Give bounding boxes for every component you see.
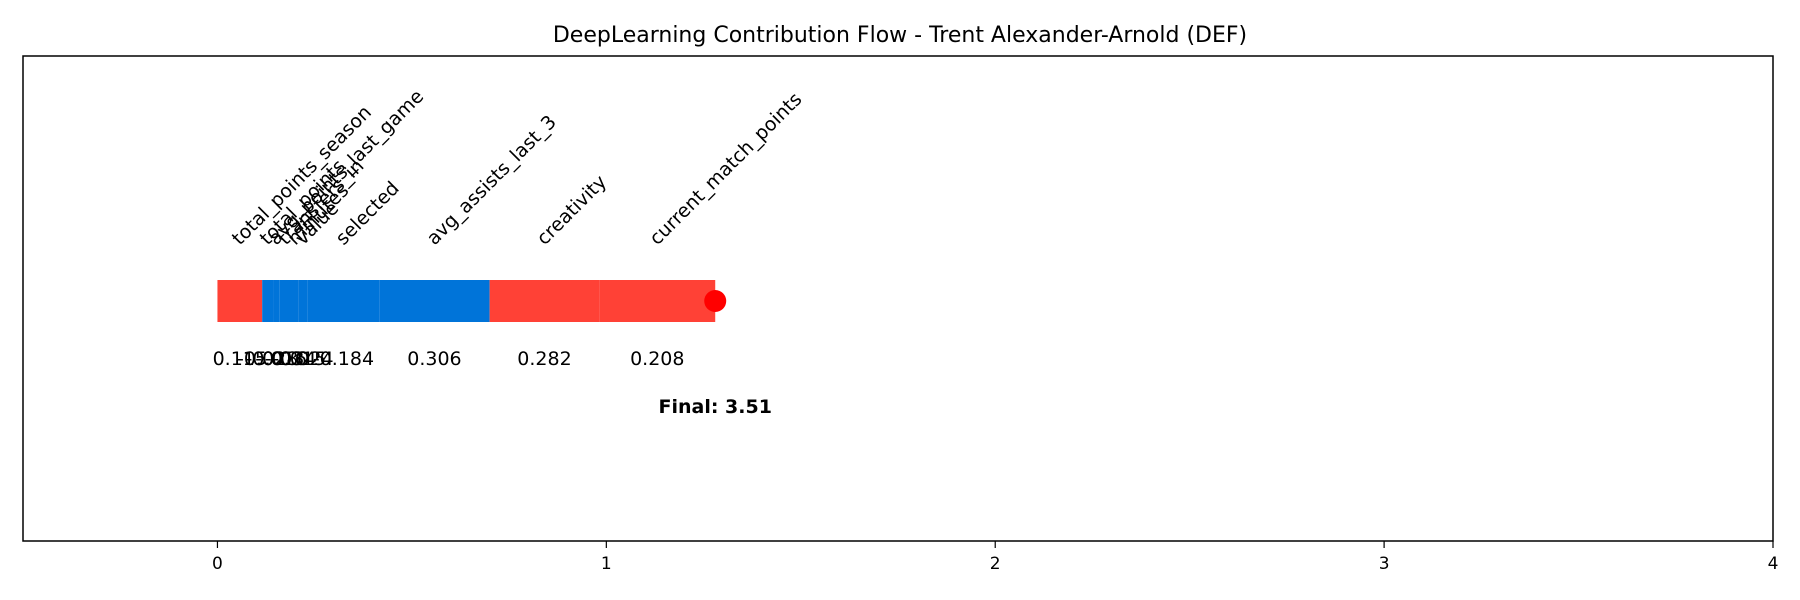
contribution-bar [273,280,280,322]
x-tick-label: 3 [1379,554,1390,574]
contribution-bar [262,280,274,322]
x-axis-ticks: 0 1 2 3 4 [212,541,1778,574]
value-label: 0.306 [407,348,461,370]
contribution-bar [307,280,380,322]
value-label: -0.028 [237,348,298,370]
contribution-bar [489,280,600,322]
contribution-bar [298,280,308,322]
chart-title: DeepLearning Contribution Flow - Trent A… [553,23,1247,48]
x-tick-label: 4 [1768,554,1779,574]
x-tick-label: 1 [601,554,612,574]
contribution-bar [217,280,263,322]
x-tick-label: 0 [212,554,223,574]
value-label: -0.016 [246,348,307,370]
final-label: Final: 3.51 [658,396,771,418]
value-label: -0.024 [272,348,333,370]
value-label: -0.184 [313,348,374,370]
final-marker [704,290,727,312]
feature-label: creativity [532,171,611,250]
value-label: 0.282 [517,348,571,370]
value-label: -0.034 [255,348,316,370]
value-label: 0.208 [630,348,684,370]
contribution-bar [379,280,490,322]
feature-label: current_match_points [645,88,806,249]
x-tick-label: 2 [990,554,1001,574]
value-label: -0.015 [265,348,326,370]
value-labels: 0.115-0.028-0.016-0.034-0.015-0.024-0.18… [213,348,685,370]
value-label: 0.115 [213,348,267,370]
contribution-bars [217,280,716,322]
contribution-bar [599,280,716,322]
contribution-bar [279,280,293,322]
plot-area-frame [22,55,1774,542]
feature-labels: total_points_seasontotal_pointsavg_point… [228,85,807,249]
contribution-bar [292,280,299,322]
